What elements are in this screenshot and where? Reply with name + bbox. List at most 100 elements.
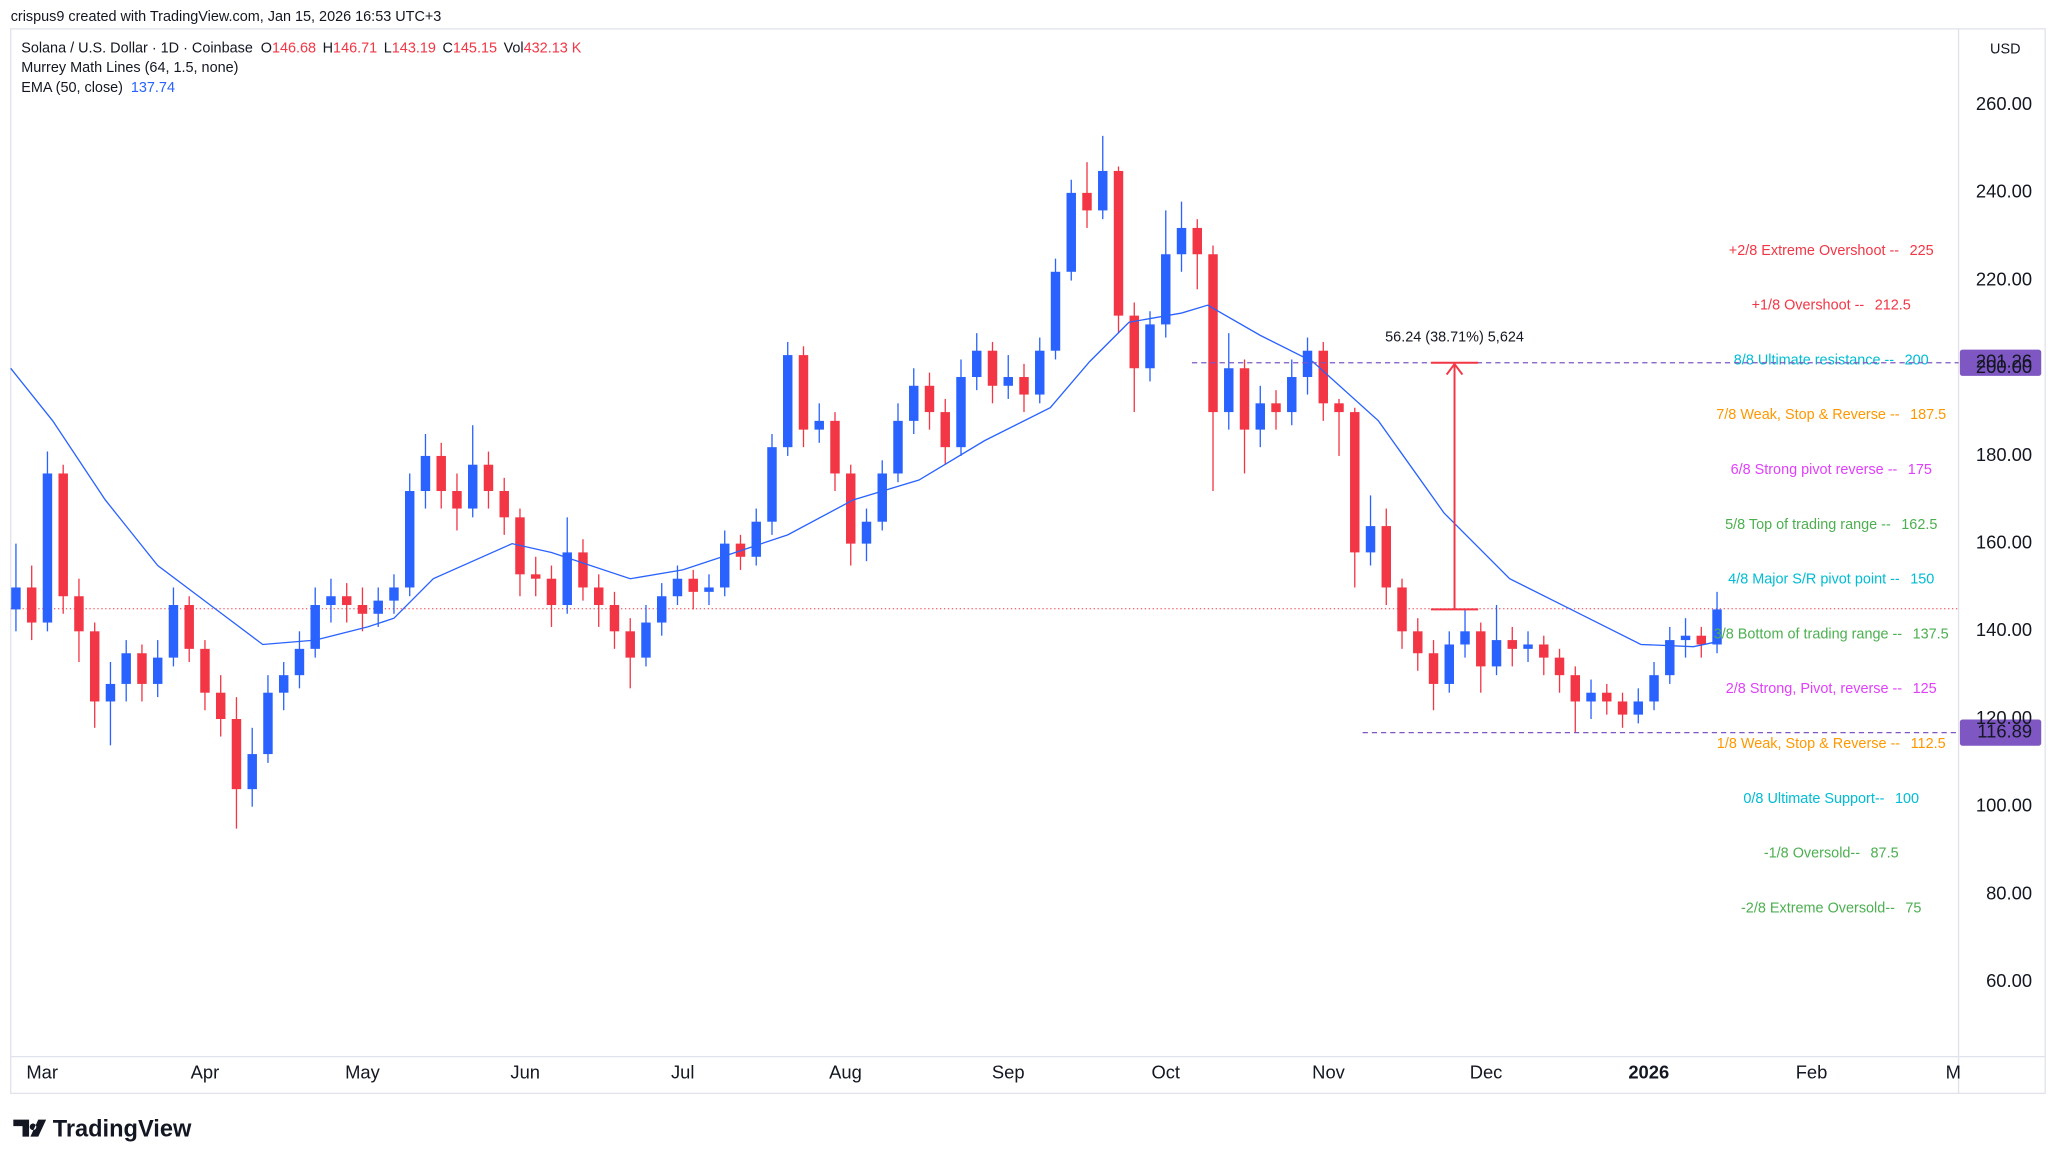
measure-label: 56.24 (38.71%) 5,624 xyxy=(1385,330,1524,346)
candle-body xyxy=(1050,271,1061,351)
murrey-text: 8/8 Ultimate resistance -- xyxy=(1734,352,1894,368)
candle-body xyxy=(1082,192,1092,211)
x-tick-label: Apr xyxy=(191,1062,220,1083)
candle-body xyxy=(1113,170,1124,316)
candle-body xyxy=(1491,640,1502,667)
murrey-text: 6/8 Strong pivot reverse -- xyxy=(1731,462,1898,478)
candle-body xyxy=(11,587,21,610)
candle-body xyxy=(877,473,887,522)
candle-body xyxy=(578,552,588,588)
chart-frame xyxy=(10,28,2046,1095)
candle-body xyxy=(420,455,431,492)
legend-value: 143.19 xyxy=(392,40,436,56)
murrey-text: -2/8 Extreme Oversold-- xyxy=(1741,900,1895,916)
ema-value: 137.74 xyxy=(131,80,175,96)
candle-body xyxy=(1302,350,1313,378)
candle-body xyxy=(483,464,494,492)
candle-body xyxy=(121,653,131,684)
candle-body xyxy=(1019,377,1029,395)
candle-body xyxy=(1649,675,1659,702)
candle-body xyxy=(1476,631,1486,667)
brand: TradingView xyxy=(53,1116,192,1142)
candle-body xyxy=(436,455,446,492)
candle-body xyxy=(641,622,651,658)
candle-body xyxy=(404,491,415,588)
legend-key: C xyxy=(442,40,452,56)
murrey-label: 1/8 Weak, Stop & Reverse -- 112.5 xyxy=(1717,736,1946,752)
candle-body xyxy=(798,355,809,430)
brand-logo: TradingView xyxy=(13,1116,192,1142)
murrey-value: 87.5 xyxy=(1871,845,1899,861)
candle-body xyxy=(1098,170,1108,211)
candle-body xyxy=(1255,403,1265,430)
murrey-label: +1/8 Overshoot -- 212.5 xyxy=(1752,297,1911,313)
x-tick-label: Oct xyxy=(1151,1062,1180,1083)
currency: USD xyxy=(1990,42,2020,58)
murrey-label: 6/8 Strong pivot reverse -- 175 xyxy=(1731,462,1932,478)
murrey-label: 2/8 Strong, Pivot, reverse -- 125 xyxy=(1726,681,1937,697)
candle-body xyxy=(1334,403,1344,413)
candle-body xyxy=(1413,631,1423,654)
candle-body xyxy=(26,587,37,623)
candle-body xyxy=(499,491,509,518)
candle-body xyxy=(909,385,919,421)
murrey-label: 3/8 Bottom of trading range -- 137.5 xyxy=(1714,626,1949,642)
murrey-text: 2/8 Strong, Pivot, reverse -- xyxy=(1726,681,1903,697)
murrey-label: 0/8 Ultimate Support-- 100 xyxy=(1743,791,1919,807)
legend-key: H xyxy=(323,40,333,56)
candle-body xyxy=(767,447,777,522)
x-tick-label: Jul xyxy=(671,1062,694,1083)
candle-body xyxy=(357,605,368,614)
candle-body xyxy=(1586,692,1596,702)
candle-body xyxy=(672,578,683,597)
candle-body xyxy=(1224,368,1234,413)
murrey-value: 112.5 xyxy=(1911,736,1946,752)
candle-body xyxy=(562,552,572,606)
candle-body xyxy=(263,692,273,755)
candle-body xyxy=(58,473,68,597)
candle-body xyxy=(704,587,714,592)
y-tick-label: 180.00 xyxy=(1976,444,2032,465)
candle-body xyxy=(861,521,872,544)
candle-body xyxy=(1003,377,1013,386)
murrey-label: +2/8 Extreme Overshoot -- 225 xyxy=(1729,243,1934,259)
candle-body xyxy=(1145,324,1155,369)
candle-body xyxy=(1554,657,1565,676)
murrey-value: 100 xyxy=(1895,791,1919,807)
candle-body xyxy=(720,543,730,588)
murrey-label: -1/8 Oversold-- 87.5 xyxy=(1764,845,1899,861)
price-label-box xyxy=(1959,719,2042,746)
x-tick-label: Nov xyxy=(1312,1062,1345,1083)
murrey-text: +1/8 Overshoot -- xyxy=(1752,297,1865,313)
legend-line: Solana / U.S. Dollar · 1D · Coinbase O146… xyxy=(21,40,582,56)
ema-line xyxy=(10,304,1720,648)
y-tick-label: 60.00 xyxy=(1986,970,2032,991)
x-tick-label: 2026 xyxy=(1628,1062,1669,1083)
candle-body xyxy=(184,605,194,649)
murrey-value: 175 xyxy=(1908,462,1932,478)
legend-key: L xyxy=(384,40,392,56)
murrey-text: 3/8 Bottom of trading range -- xyxy=(1714,626,1903,642)
y-tick-label: 260.00 xyxy=(1976,93,2032,114)
price-label-box xyxy=(1959,349,2042,376)
x-tick-label: Jun xyxy=(510,1062,540,1083)
candle-body xyxy=(1129,315,1139,369)
legend-value: 146.71 xyxy=(333,40,377,56)
candle-body xyxy=(846,473,856,544)
murrey-label: 5/8 Top of trading range -- 162.5 xyxy=(1725,517,1937,533)
murrey-label: 7/8 Weak, Stop & Reverse -- 187.5 xyxy=(1716,407,1946,423)
price-label: 116.89 xyxy=(1977,721,2032,742)
y-tick-label: 160.00 xyxy=(1976,531,2032,552)
candle-body xyxy=(1192,227,1202,255)
candle-body xyxy=(1539,644,1549,658)
candle-body xyxy=(247,754,257,790)
candle-body xyxy=(830,420,840,474)
candle-body xyxy=(389,587,399,601)
candle-body xyxy=(89,631,100,702)
candle-body xyxy=(1507,640,1518,649)
candle-body xyxy=(530,574,541,579)
legend-value: 432.13 K xyxy=(524,40,582,56)
murrey-value: 212.5 xyxy=(1875,297,1911,313)
candle-body xyxy=(341,596,352,606)
